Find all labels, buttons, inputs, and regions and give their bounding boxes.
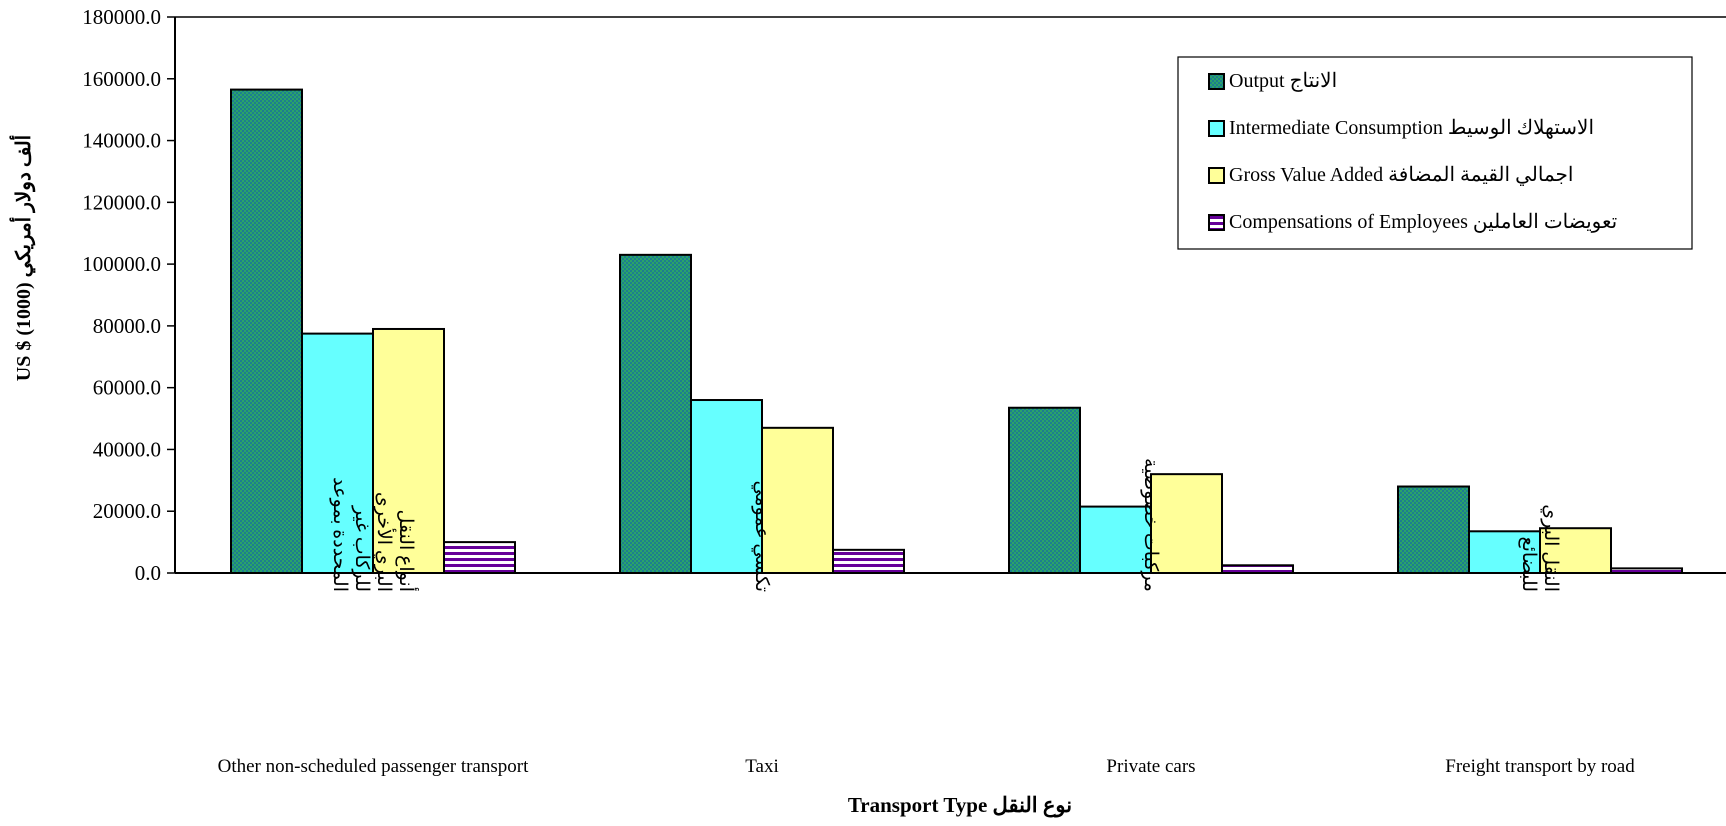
x-category-label: Private cars: [1106, 756, 1195, 777]
legend-swatch-3: [1208, 167, 1225, 184]
x-category-label: Taxi: [745, 756, 779, 777]
y-tick-label: 60000.0: [93, 376, 161, 400]
y-axis-ticks: 0.0 20000.0 40000.0 60000.0 80000.0 100000.0 1…: [82, 5, 175, 585]
x-category-arabic: النقل البريللبضائع: [1518, 504, 1561, 592]
x-category-label: Freight transport by road: [1445, 756, 1635, 777]
legend-label-3: Gross Value Added اجمالي القيمة المضافة: [1229, 164, 1573, 186]
y-tick-label: 100000.0: [82, 252, 161, 276]
y-tick-label: 140000.0: [82, 129, 161, 153]
y-axis-title: US $ (1000) ألف دولار أمريكي: [9, 135, 36, 381]
legend-swatch-4: [1208, 214, 1225, 231]
y-tick-label: 120000.0: [82, 190, 161, 214]
x-category-arabic-line: أنواع النقل: [395, 509, 420, 592]
legend-swatch-2: [1208, 120, 1225, 137]
x-axis-labels: أنواع النقلالبري الأخرىللركاب غيرالمحددة…: [218, 458, 1636, 777]
x-category-label: Other non-scheduled passenger transport: [218, 756, 529, 777]
y-tick-label: 20000.0: [93, 499, 161, 523]
y-tick-label: 40000.0: [93, 437, 161, 461]
legend-label-4: Compensations of Employees تعويضات العام…: [1229, 211, 1617, 233]
y-tick-label: 80000.0: [93, 314, 161, 338]
bar-3-4: [1539, 527, 1612, 575]
bar-2-4: [1468, 530, 1541, 574]
bar-3-2: [761, 426, 834, 575]
x-category-arabic-group: أنواع النقلالبري الأخرىللركاب غيرالمحددة…: [329, 477, 420, 592]
bar-1-4: [1397, 485, 1470, 574]
bar-1-2: [619, 253, 692, 574]
y-tick-label: 180000.0: [82, 5, 161, 29]
bar-1-3: [1008, 406, 1081, 574]
x-category-arabic-group: مركبات خصوصية: [1140, 458, 1161, 592]
x-category-arabic: أنواع النقلالبري الأخرىللركاب غيرالمحددة…: [329, 477, 420, 592]
bar-2-1: [301, 332, 374, 574]
x-category-arabic-line: مركبات خصوصية: [1140, 458, 1161, 592]
bar-1-1: [230, 88, 303, 574]
x-category-arabic-group: النقل البريللبضائع: [1518, 504, 1561, 592]
x-category-arabic-line: المحددة بموعد: [329, 477, 350, 592]
x-category-arabic-line: للبضائع: [1518, 537, 1539, 592]
x-category-arabic-line: للركاب غير: [351, 505, 372, 592]
legend-label-2: Intermediate Consumption الاستهلاك الوسي…: [1229, 117, 1594, 139]
x-category-arabic: تكسي عمومي: [751, 481, 772, 592]
x-category-arabic-line: البري الأخرى: [373, 492, 397, 592]
x-category-arabic-line: النقل البري: [1540, 504, 1561, 592]
y-tick-label: 160000.0: [82, 67, 161, 91]
x-category-arabic-line: تكسي عمومي: [751, 481, 772, 592]
legend-swatch-1: [1208, 73, 1225, 90]
x-axis-title: Transport Type نوع النقل: [848, 793, 1072, 818]
x-category-arabic-group: تكسي عمومي: [751, 481, 772, 592]
bar-4-1: [443, 541, 516, 574]
x-category-arabic: مركبات خصوصية: [1140, 458, 1161, 592]
legend-box: [1177, 56, 1693, 250]
bar-2-2: [690, 399, 763, 574]
legend-label-1: Output الانتاج: [1229, 70, 1337, 92]
bar-2-3: [1079, 505, 1152, 575]
legend: Output الانتاج Intermediate Consumption ا…: [1177, 56, 1693, 250]
y-tick-label: 0.0: [135, 561, 161, 585]
bar-4-3: [1221, 564, 1294, 574]
bar-4-2: [832, 548, 905, 574]
